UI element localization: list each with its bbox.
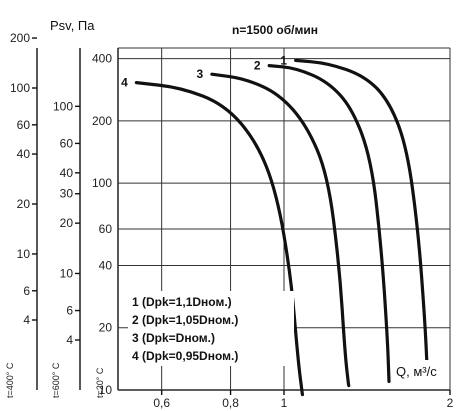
extra-tick-label: 20 (17, 197, 31, 211)
extra-axis-600: t=400° C 4 6 10 20 40 60 100 200 (5, 31, 38, 398)
curve-label-4: 4 (121, 76, 128, 90)
y-ticks: 10 20 40 60 100 200 400 (92, 52, 112, 397)
y-tick-label: 10 (99, 383, 113, 397)
legend-item-1: 1 (Dpk=1,1Dном.) (132, 295, 232, 309)
extra-tick-label: 6 (23, 284, 30, 298)
extra-tick-label: 6 (66, 304, 73, 318)
curve-label-3: 3 (197, 67, 204, 81)
extra-axis-20-name: t=20° C (95, 367, 105, 398)
extra-axis-600-name: t=400° C (5, 362, 15, 398)
extra-tick-label: 100 (10, 81, 30, 95)
y-tick-label: 100 (92, 176, 112, 190)
x-tick-label: 1 (281, 396, 288, 410)
curve-series-4 (134, 81, 304, 397)
x-ticks: 0,6 0,8 1 2 (153, 396, 453, 410)
extra-tick-label: 30 (60, 187, 74, 201)
x-tick-label: 0,6 (153, 396, 170, 410)
chart-title: n=1500 об/мин (232, 23, 318, 37)
y-tick-label: 60 (99, 222, 113, 236)
curve-series-2 (267, 63, 391, 383)
extra-axis-400: t=600° C 4 6 10 20 30 40 60 100 (51, 48, 81, 398)
legend-item-3: 3 (Dpk=Dном.) (132, 331, 215, 345)
extra-tick-label: 40 (17, 147, 31, 161)
extra-tick-label: 20 (60, 216, 74, 230)
extra-tick-label: 4 (66, 333, 73, 347)
legend-item-4: 4 (Dpk=0,95Dном.) (132, 349, 238, 363)
x-tick-label: 2 (447, 396, 454, 410)
curve-series-3 (210, 72, 351, 388)
x-axis-label: Q, м³/с (396, 364, 437, 379)
extra-tick-label: 60 (17, 118, 31, 132)
legend: 1 (Dpk=1,1Dном.) 2 (Dpk=1,05Dном.) 3 (Dp… (132, 295, 238, 363)
extra-tick-label: 200 (10, 31, 30, 45)
x-label-bg (392, 360, 446, 380)
y-tick-label: 40 (99, 258, 113, 272)
extra-tick-label: 10 (17, 247, 31, 261)
curve-label-2: 2 (254, 59, 261, 73)
extra-tick-label: 100 (53, 99, 73, 113)
legend-item-2: 2 (Dpk=1,05Dном.) (132, 313, 238, 327)
y-tick-label: 200 (92, 114, 112, 128)
legend-bg (128, 291, 294, 366)
extra-tick-label: 4 (23, 313, 30, 327)
y-tick-label: 20 (99, 321, 113, 335)
curve-label-1: 1 (280, 53, 287, 67)
extra-tick-label: 40 (60, 166, 74, 180)
curves: 1 2 3 4 (121, 53, 429, 397)
x-tick-label: 0,8 (222, 396, 239, 410)
curve-series-1 (294, 58, 429, 376)
extra-axis-400-name: t=600° C (51, 362, 61, 398)
extra-tick-label: 10 (60, 266, 74, 280)
extra-tick-label: 60 (60, 136, 74, 150)
y-axis-label: Psv, Па (50, 18, 95, 33)
y-tick-label: 400 (92, 52, 112, 66)
